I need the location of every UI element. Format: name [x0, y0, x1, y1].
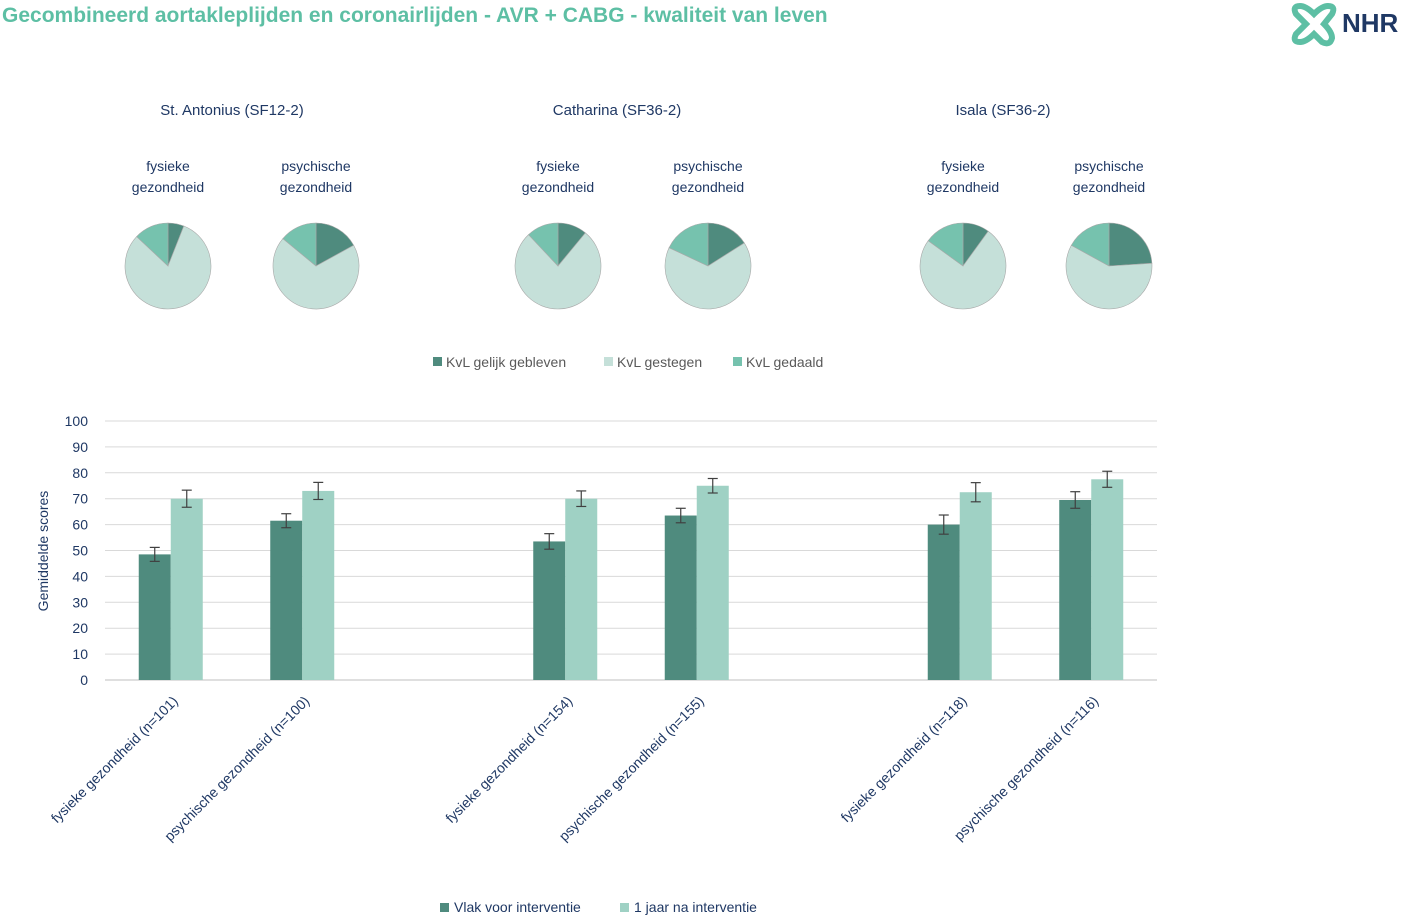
legend-label: KvL gestegen: [617, 354, 702, 370]
pie-label: gezondheid: [927, 179, 999, 195]
pie-slice-gedaald: [528, 222, 559, 267]
legend-label: Vlak voor interventie: [454, 899, 581, 915]
pie-slice-gelijk: [1108, 222, 1153, 267]
pie-group-title: St. Antonius (SF12-2): [160, 102, 303, 119]
bar-na-1-jaar: [959, 492, 992, 680]
pie-charts: St. Antonius (SF12-2) fysieke gezondheid ps…: [124, 102, 1153, 370]
pie-slice-gestegen: [272, 238, 360, 310]
nhr-logo-icon: [1291, 2, 1337, 47]
legend-label: 1 jaar na interventie: [634, 899, 757, 915]
pie-slice-gedaald: [282, 222, 317, 267]
y-tick-label: 0: [80, 672, 88, 688]
pie-slice-gestegen: [664, 242, 752, 310]
pie-label: psychische: [281, 158, 350, 174]
legend-swatch: [433, 357, 442, 366]
x-category-label: psychische gezondheid (n=155): [555, 693, 706, 844]
y-tick-label: 10: [72, 646, 88, 662]
y-tick-label: 30: [72, 594, 88, 610]
pie-slice-gestegen: [1065, 244, 1153, 310]
bar-na-1-jaar: [696, 485, 729, 680]
bar-na-1-jaar: [1091, 479, 1124, 680]
bar-vlak-voor: [1059, 499, 1092, 680]
page-title: Gecombineerd aortakleplijden en coronair…: [2, 4, 828, 27]
pie-label: fysieke: [941, 158, 985, 174]
y-tick-label: 50: [72, 543, 88, 559]
y-tick-label: 90: [72, 439, 88, 455]
x-category-label: fysieke gezondheid (n=118): [837, 693, 969, 825]
pie-slice-gedaald: [1070, 222, 1110, 267]
bar-vlak-voor: [138, 554, 171, 680]
pie-group-title: Isala (SF36-2): [955, 102, 1050, 119]
pie-slice-gelijk: [315, 222, 355, 267]
pie-label: gezondheid: [1073, 179, 1145, 195]
y-tick-label: 20: [72, 620, 88, 636]
bar-vlak-voor: [664, 515, 697, 680]
pie-label: psychische: [1074, 158, 1143, 174]
nhr-logo: NHR: [1291, 2, 1399, 47]
legend-swatch: [733, 357, 742, 366]
x-category-label: psychische gezondheid (n=100): [161, 693, 312, 844]
pie-label: psychische: [673, 158, 742, 174]
pie-slice-gedaald: [136, 222, 169, 267]
x-category-label: psychische gezondheid (n=116): [951, 693, 1102, 844]
pie-label: gezondheid: [280, 179, 352, 195]
pie-label: gezondheid: [672, 179, 744, 195]
legend-label: KvL gelijk gebleven: [446, 354, 566, 370]
pie-label: fysieke: [536, 158, 580, 174]
pie-slice-gedaald: [927, 222, 964, 267]
bar-na-1-jaar: [565, 498, 598, 680]
pie-slice-gestegen: [514, 232, 602, 310]
bar-na-1-jaar: [170, 498, 203, 680]
y-tick-label: 60: [72, 517, 88, 533]
bar-vlak-voor: [533, 541, 566, 680]
bar-vlak-voor: [927, 524, 960, 680]
pie-label: fysieke: [146, 158, 190, 174]
nhr-logo-text: NHR: [1342, 8, 1399, 38]
bar-vlak-voor: [270, 520, 303, 680]
pie-slice-gedaald: [668, 222, 709, 267]
y-tick-label: 100: [65, 413, 89, 429]
y-axis-label: Gemiddelde scores: [35, 491, 51, 612]
pie-group-title: Catharina (SF36-2): [553, 102, 681, 119]
legend-swatch: [620, 903, 629, 912]
bar-na-1-jaar: [302, 490, 335, 680]
y-tick-label: 40: [72, 568, 88, 584]
legend-label: KvL gedaald: [746, 354, 823, 370]
y-tick-label: 80: [72, 465, 88, 481]
pie-slice-gestegen: [124, 225, 212, 310]
legend-swatch: [604, 357, 613, 366]
pie-label: gezondheid: [132, 179, 204, 195]
legend-swatch: [440, 903, 449, 912]
x-category-label: fysieke gezondheid (n=154): [442, 693, 575, 826]
x-category-label: fysieke gezondheid (n=101): [48, 693, 181, 826]
pie-label: gezondheid: [522, 179, 594, 195]
y-tick-label: 70: [72, 491, 88, 507]
